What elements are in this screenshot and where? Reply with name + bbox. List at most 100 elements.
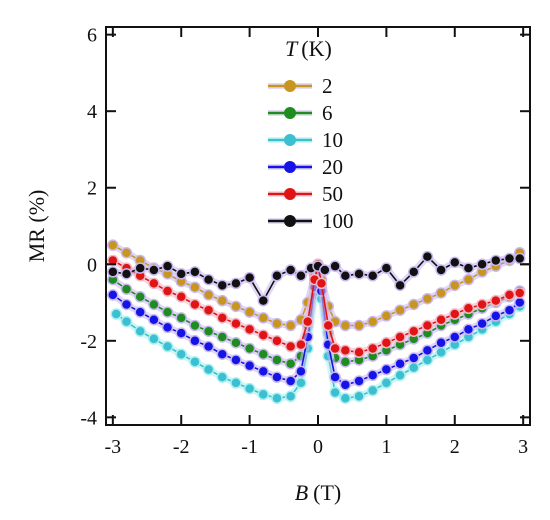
- data-point: [421, 292, 434, 305]
- data-point: [353, 375, 365, 387]
- data-point: [271, 354, 283, 366]
- data-point: [161, 260, 174, 272]
- series-100K: [107, 250, 526, 307]
- data-point: [503, 289, 516, 301]
- y-tick-label: 4: [87, 101, 97, 123]
- data-point: [107, 239, 119, 251]
- data-point: [216, 371, 229, 383]
- data-point: [257, 388, 270, 401]
- data-point: [110, 308, 123, 320]
- data-point: [421, 250, 434, 263]
- data-point: [175, 312, 187, 324]
- data-point: [120, 298, 133, 311]
- data-point: [462, 262, 475, 274]
- legend-label: 6: [322, 101, 333, 125]
- y-axis-title: MR (%): [24, 190, 49, 263]
- data-point: [435, 314, 447, 326]
- data-point: [301, 315, 314, 328]
- data-point: [216, 331, 229, 343]
- data-point: [271, 335, 283, 347]
- legend-swatch-marker: [284, 134, 296, 146]
- data-point: [380, 363, 393, 376]
- y-tick-label: 2: [87, 178, 97, 200]
- data-point: [329, 342, 341, 355]
- data-point: [476, 317, 488, 330]
- data-point: [353, 390, 365, 403]
- data-point: [284, 358, 297, 370]
- data-point: [339, 392, 352, 404]
- x-tick-label: 0: [313, 436, 323, 458]
- data-point: [189, 298, 201, 311]
- data-point: [339, 356, 352, 368]
- data-point: [216, 312, 229, 324]
- legend-item-100: 100: [268, 209, 354, 233]
- data-point: [513, 252, 526, 265]
- data-point: [394, 369, 406, 381]
- data-point: [175, 291, 187, 303]
- legend-swatch-marker: [284, 188, 296, 200]
- x-tick-label: 1: [381, 436, 391, 458]
- legend-label: 20: [322, 155, 343, 179]
- data-point: [107, 254, 119, 267]
- data-point: [216, 294, 229, 307]
- data-point: [322, 319, 335, 332]
- data-point: [462, 323, 475, 336]
- data-point: [257, 329, 270, 341]
- x-axis-title-unit: (T): [313, 480, 341, 505]
- legend-title-unit: (K): [301, 36, 332, 61]
- data-point: [202, 304, 215, 316]
- data-point: [380, 377, 393, 389]
- data-point: [503, 304, 516, 316]
- data-point: [161, 306, 174, 318]
- data-point: [230, 317, 242, 330]
- data-point: [339, 379, 352, 391]
- data-point: [435, 336, 447, 349]
- data-point: [230, 377, 242, 389]
- data-point: [353, 268, 365, 280]
- x-tick-label: -3: [105, 436, 122, 458]
- data-point: [319, 264, 331, 276]
- data-point: [120, 283, 133, 295]
- data-point: [243, 271, 256, 284]
- legend-item-20: 20: [268, 155, 343, 179]
- data-point: [513, 287, 526, 299]
- data-point: [257, 348, 270, 360]
- data-point: [257, 312, 270, 324]
- legend-title-var: T: [285, 36, 299, 61]
- legend-item-2: 2: [268, 74, 333, 98]
- data-point: [315, 277, 328, 290]
- data-point: [271, 270, 283, 282]
- data-point: [107, 266, 119, 278]
- data-point: [134, 262, 146, 274]
- data-point: [271, 317, 283, 330]
- data-point: [134, 325, 146, 337]
- legend-items: 2 6 10 20 50 100: [268, 74, 354, 233]
- data-point: [243, 342, 256, 355]
- data-point: [366, 384, 379, 397]
- data-point: [189, 319, 201, 332]
- data-point: [394, 331, 406, 343]
- data-point: [339, 344, 352, 357]
- data-point: [407, 352, 420, 364]
- data-point: [202, 289, 215, 301]
- data-point: [271, 371, 283, 383]
- x-axis-title-var: B: [295, 480, 308, 505]
- legend-title: T (K): [285, 36, 332, 61]
- data-point: [339, 270, 352, 282]
- data-point: [202, 325, 215, 337]
- data-point: [284, 319, 297, 332]
- data-point: [230, 277, 242, 290]
- axis-ticks: -3 -2 -1 0 1 2 3 -4 -2 0 2 4 6: [80, 25, 530, 458]
- data-point: [435, 264, 447, 276]
- data-point: [513, 296, 526, 309]
- data-point: [243, 382, 256, 395]
- data-point: [380, 310, 393, 322]
- data-point: [329, 371, 341, 383]
- data-point: [161, 340, 174, 353]
- y-tick-label: -4: [80, 407, 97, 429]
- data-point: [120, 268, 133, 280]
- data-point: [503, 252, 516, 265]
- data-point: [230, 336, 242, 349]
- data-point: [284, 264, 297, 276]
